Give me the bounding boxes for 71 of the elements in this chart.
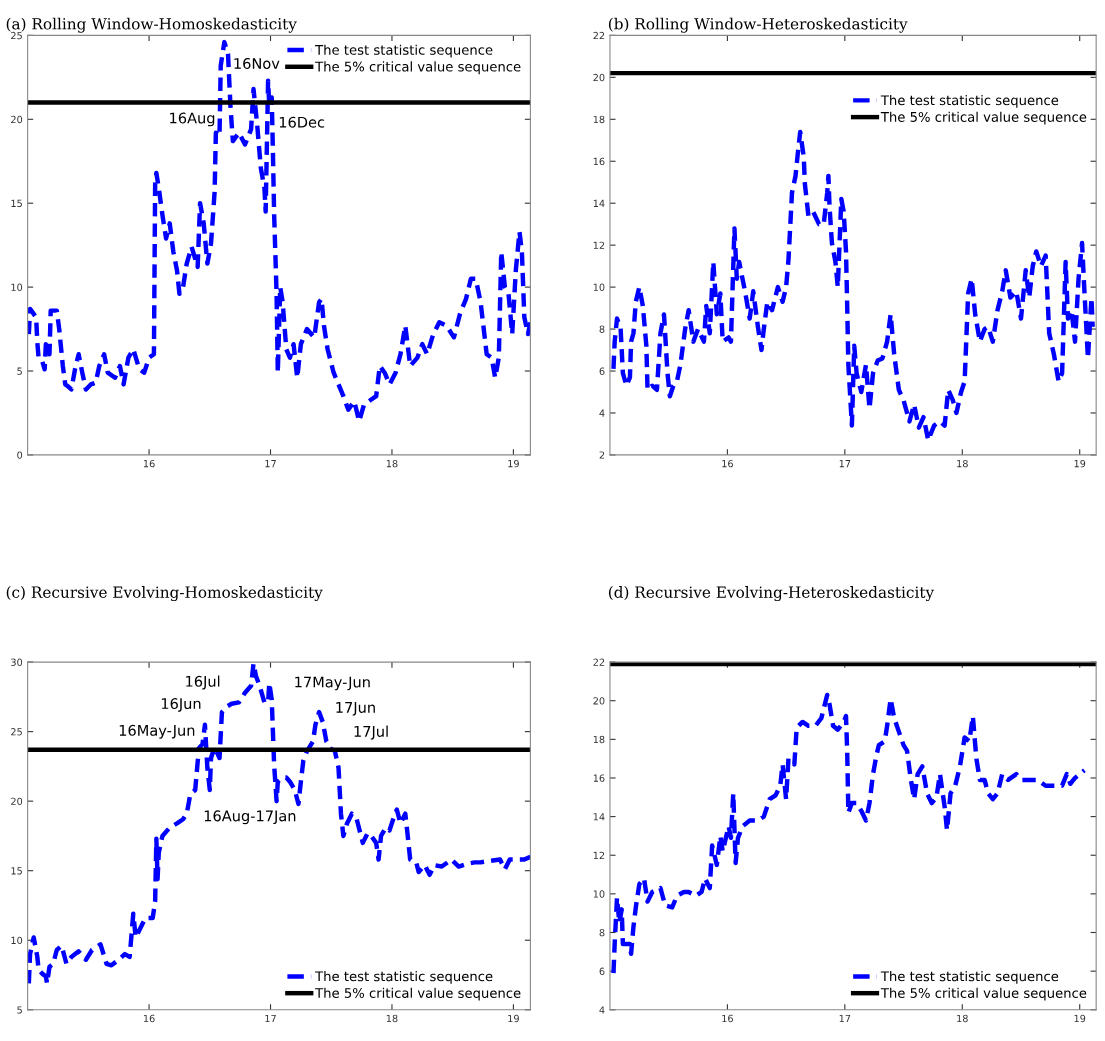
y-tick-label: 10 [11,936,23,945]
y-tick-label: 14 [593,813,605,821]
y-tick-label: 16 [593,157,605,166]
y-tick-label: 15 [11,867,22,875]
y-tick-label: 5 [17,367,22,375]
x-tick-label: 19 [1074,459,1086,468]
y-tick-label: 18 [593,115,605,124]
x-tick-label: 16 [722,1014,733,1023]
annotation: 16May-Jun [119,724,195,739]
legend-label: The 5% critical value sequence [880,987,1087,1001]
y-tick-label: 20 [11,797,23,805]
annotation: 17Jun [336,702,375,716]
legend-label: The test statistic sequence [315,44,493,58]
y-tick-label: 22 [593,658,605,666]
x-tick-label: 19 [508,1014,519,1023]
x-tick-label: 17 [265,460,276,468]
y-tick-label: 25 [11,31,22,40]
x-tick-label: 17 [839,1014,851,1023]
x-tick-label: 17 [265,1014,276,1023]
annotation: 16Jun [161,698,201,712]
y-tick-label: 20 [593,697,605,705]
y-tick-label: 20 [593,73,605,82]
y-tick-label: 15 [11,199,22,208]
annotation: 16Dec [279,116,325,128]
x-tick-label: 16 [143,1014,155,1023]
y-tick-label: 25 [11,728,22,736]
y-tick-label: 4 [599,1006,605,1014]
y-tick-label: 20 [11,115,23,124]
chart-title: (d) Recursive Evolving-Heteroskedasticity [608,586,935,602]
y-tick-label: 30 [11,658,23,666]
x-tick-label: 16 [722,459,733,468]
x-tick-label: 17 [839,460,851,468]
y-tick-label: 18 [593,735,605,744]
legend-label: The 5% critical value sequence [315,61,521,75]
legend-label: The test statistic sequence [880,971,1059,984]
legend-label: The test statistic sequence [880,94,1059,108]
y-tick-label: 6 [599,967,605,975]
annotation: 17Jul [354,725,388,740]
chart-title: (a) Rolling Window-Homoskedasticity [6,17,297,33]
x-tick-label: 19 [1074,1014,1086,1023]
x-tick-label: 18 [957,459,968,468]
y-tick-label: 0 [17,451,23,459]
y-tick-label: 14 [593,199,605,207]
y-tick-label: 22 [593,31,605,40]
x-tick-label: 19 [508,459,519,468]
chart-title: (c) Recursive Evolving-Homoskedasticity [6,586,323,602]
annotation: 16Jul [186,675,220,690]
y-tick-label: 8 [599,928,605,937]
x-tick-label: 16 [143,459,155,468]
annotation: 16Nov [234,57,280,69]
y-tick-label: 5 [17,1006,22,1014]
annotation: 16Aug-17Jan [204,810,296,825]
y-tick-label: 10 [11,283,23,291]
y-tick-label: 2 [599,451,605,459]
y-tick-label: 6 [599,367,605,375]
x-tick-label: 18 [386,459,398,468]
legend-label: The 5% critical value sequence [880,111,1087,125]
y-tick-label: 16 [593,774,605,782]
y-tick-label: 12 [593,241,605,249]
legend-label: The 5% critical value sequence [315,987,521,1001]
legend-label: The test statistic sequence [315,971,493,984]
chart-title: (b) Rolling Window-Heteroskedasticity [608,17,908,33]
y-tick-label: 10 [593,890,605,898]
x-tick-label: 18 [957,1014,968,1023]
annotation: 17May-Jun [295,676,370,691]
y-tick-label: 10 [593,283,605,291]
y-tick-label: 8 [599,325,605,333]
x-tick-label: 18 [386,1014,398,1023]
y-tick-label: 12 [593,851,605,859]
y-tick-label: 4 [599,409,605,417]
annotation: 16Aug [170,112,215,127]
